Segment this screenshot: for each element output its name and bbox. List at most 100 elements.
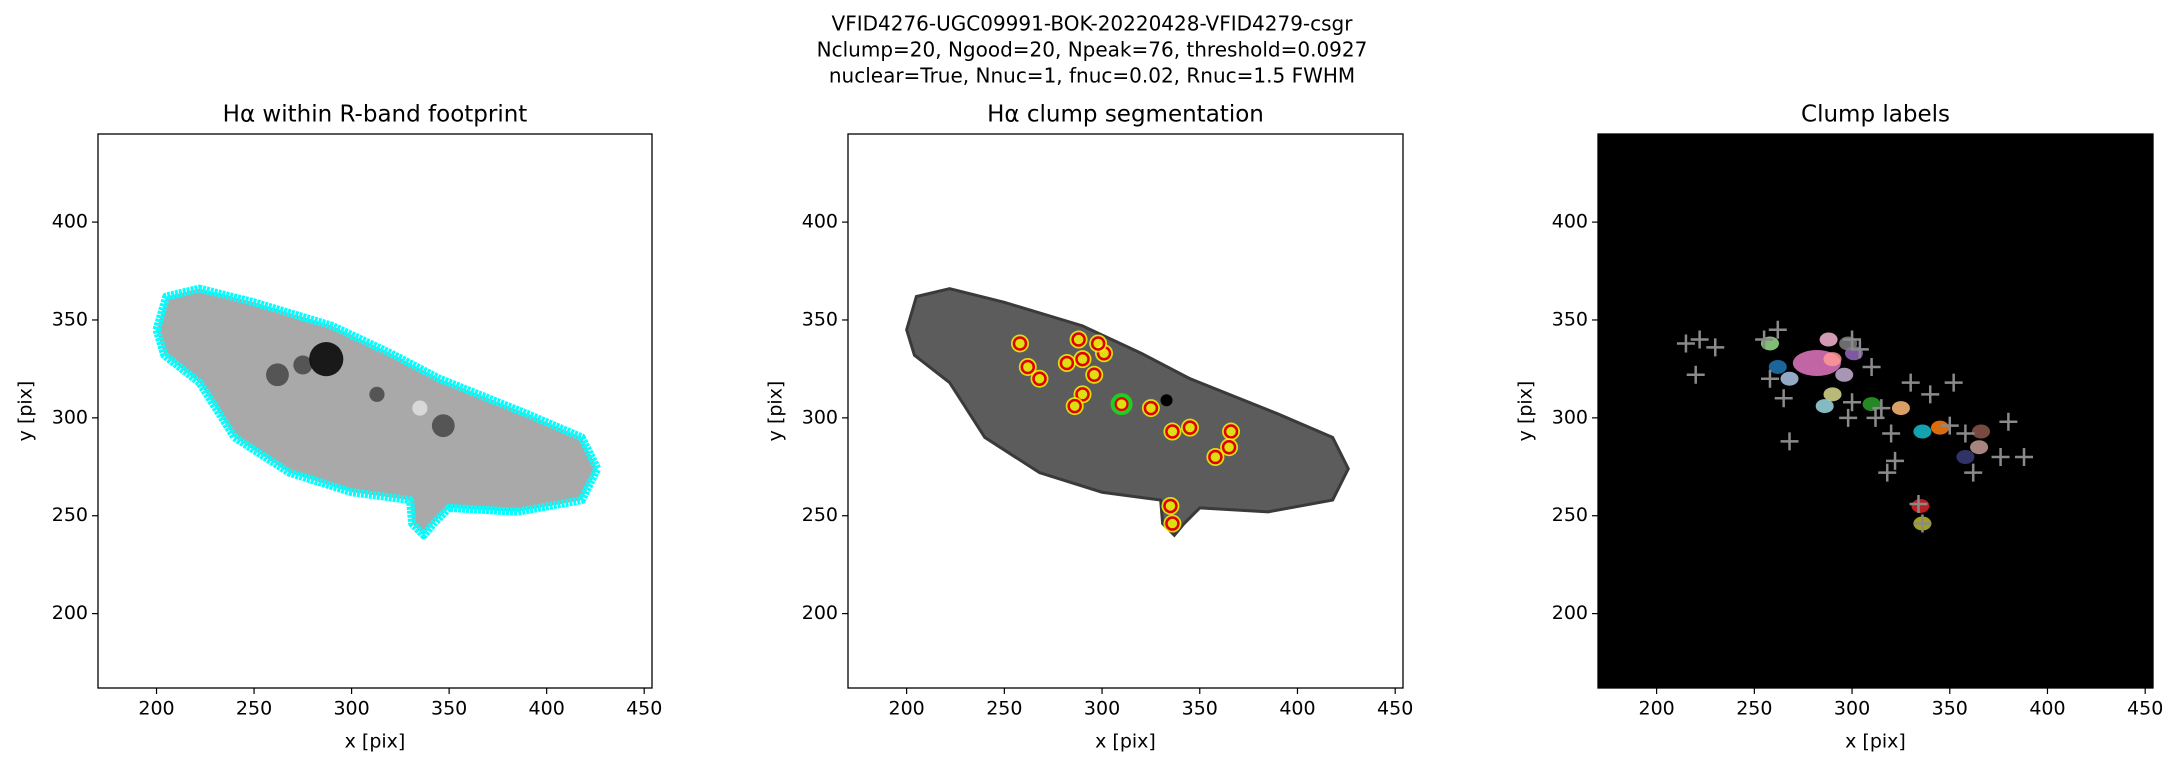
peak-marker — [2015, 448, 2034, 467]
y-tick-label: 250 — [52, 504, 88, 526]
suptitle: nuclear=True, Nnuc=1, fnuc=0.02, Rnuc=1.… — [829, 64, 1355, 88]
emission-blob — [369, 386, 385, 402]
axes-frame — [97, 133, 653, 689]
peak-marker — [1999, 412, 2018, 431]
peak-marker — [1768, 320, 1787, 339]
y-axis-label: y [pix] — [1515, 381, 1537, 442]
x-tick-label: 350 — [1182, 698, 1218, 720]
x-axis-label: x [pix] — [345, 731, 406, 753]
x-tick-label: 400 — [529, 698, 565, 720]
peak-marker — [1755, 330, 1774, 349]
peak-marker — [1706, 338, 1725, 357]
peak-marker — [1862, 357, 1881, 376]
peak-marker — [1839, 408, 1858, 427]
clump-peak — [1090, 336, 1106, 351]
clump-label — [1930, 420, 1949, 435]
x-tick-label: 250 — [1736, 698, 1772, 720]
x-tick-label: 400 — [2029, 698, 2065, 720]
clump-peak — [1182, 420, 1198, 435]
x-tick-label: 450 — [2127, 698, 2163, 720]
clump-label — [1972, 424, 1991, 439]
x-tick-label: 350 — [1932, 698, 1968, 720]
nuclear-clump — [1110, 393, 1133, 416]
x-tick-label: 300 — [333, 698, 369, 720]
peak-marker — [1850, 340, 1869, 359]
y-tick-label: 350 — [1552, 308, 1588, 330]
peak-marker — [1940, 416, 1959, 435]
panel-title: Hα clump segmentation — [987, 102, 1264, 128]
clump-peak — [1208, 449, 1223, 465]
peak-marker — [1901, 373, 1920, 392]
x-tick-label: 250 — [986, 698, 1022, 720]
clump-label — [1819, 332, 1838, 347]
clump-label — [1956, 450, 1975, 465]
y-tick-label: 300 — [52, 406, 88, 428]
clump-label — [1815, 399, 1834, 414]
y-tick-label: 300 — [802, 406, 838, 428]
peak-marker — [1886, 451, 1905, 470]
y-axis-label: y [pix] — [15, 381, 37, 442]
peak-marker — [1921, 385, 1940, 404]
peak-marker — [1913, 514, 1932, 533]
clump-peak — [1086, 367, 1102, 383]
x-tick-label: 400 — [1279, 698, 1315, 720]
peak-marker — [1676, 334, 1695, 353]
emission-blob — [266, 363, 289, 387]
clump-label — [1913, 424, 1932, 439]
x-tick-label: 250 — [236, 698, 272, 720]
peak-marker — [1964, 463, 1983, 482]
clump-label — [1891, 401, 1910, 416]
axes-frame — [847, 133, 1404, 689]
peak-marker — [1760, 369, 1779, 388]
x-tick-label: 350 — [431, 698, 467, 720]
x-tick-label: 200 — [888, 698, 924, 720]
y-tick-label: 400 — [52, 211, 88, 233]
suptitle: VFID4276-UGC09991-BOK-20220428-VFID4279-… — [832, 12, 1354, 36]
clump-peak — [1012, 336, 1028, 351]
x-tick-label: 450 — [1377, 698, 1413, 720]
y-axis-label: y [pix] — [765, 381, 787, 442]
clump-peak — [1075, 387, 1090, 402]
x-tick-label: 300 — [1834, 698, 1870, 720]
peak-marker — [1843, 330, 1862, 349]
y-tick-label: 250 — [802, 504, 838, 526]
suptitle: Nclump=20, Ngood=20, Npeak=76, threshold… — [817, 38, 1368, 62]
clump-peak — [1071, 332, 1086, 347]
clump-label — [1835, 367, 1854, 382]
emission-blob — [293, 355, 313, 375]
clump-peak — [1114, 396, 1129, 412]
peak-marker — [1909, 494, 1928, 513]
clump-peak — [1032, 371, 1047, 386]
clump-peak — [1223, 424, 1239, 439]
clump-label — [1911, 498, 1930, 513]
peak-marker — [1956, 424, 1975, 443]
clump-peak — [1067, 398, 1082, 414]
panel-title: Hα within R-band footprint — [223, 102, 528, 128]
peak-marker — [1774, 389, 1793, 408]
panel: Clump labels x [pix] y [pix] 200 250 300 350 40… — [1515, 102, 2164, 753]
clump-label — [1970, 440, 1989, 455]
emission-blob — [309, 342, 344, 377]
clump-peak — [1059, 355, 1075, 371]
axes-frame — [1597, 133, 2154, 689]
nucleus — [1160, 394, 1173, 407]
peak-marker — [1686, 365, 1705, 384]
panel: Hα within R-band footprint x [pix] y [pix]… — [15, 102, 663, 753]
y-tick-label: 350 — [52, 308, 88, 330]
y-tick-label: 200 — [802, 602, 838, 624]
y-tick-label: 350 — [802, 308, 838, 330]
peak-marker — [1872, 399, 1891, 418]
x-tick-label: 450 — [626, 698, 662, 720]
clump-peak — [1221, 439, 1237, 455]
y-tick-label: 200 — [1552, 602, 1588, 624]
emission-blob — [412, 400, 428, 416]
clump-label — [1768, 359, 1787, 374]
x-tick-label: 200 — [1638, 698, 1674, 720]
x-axis-label: x [pix] — [1845, 731, 1906, 753]
y-tick-label: 400 — [802, 211, 838, 233]
y-tick-label: 250 — [1552, 504, 1588, 526]
emission-blob — [431, 414, 455, 438]
peak-marker — [1843, 393, 1862, 412]
panel-title: Clump labels — [1801, 102, 1950, 128]
